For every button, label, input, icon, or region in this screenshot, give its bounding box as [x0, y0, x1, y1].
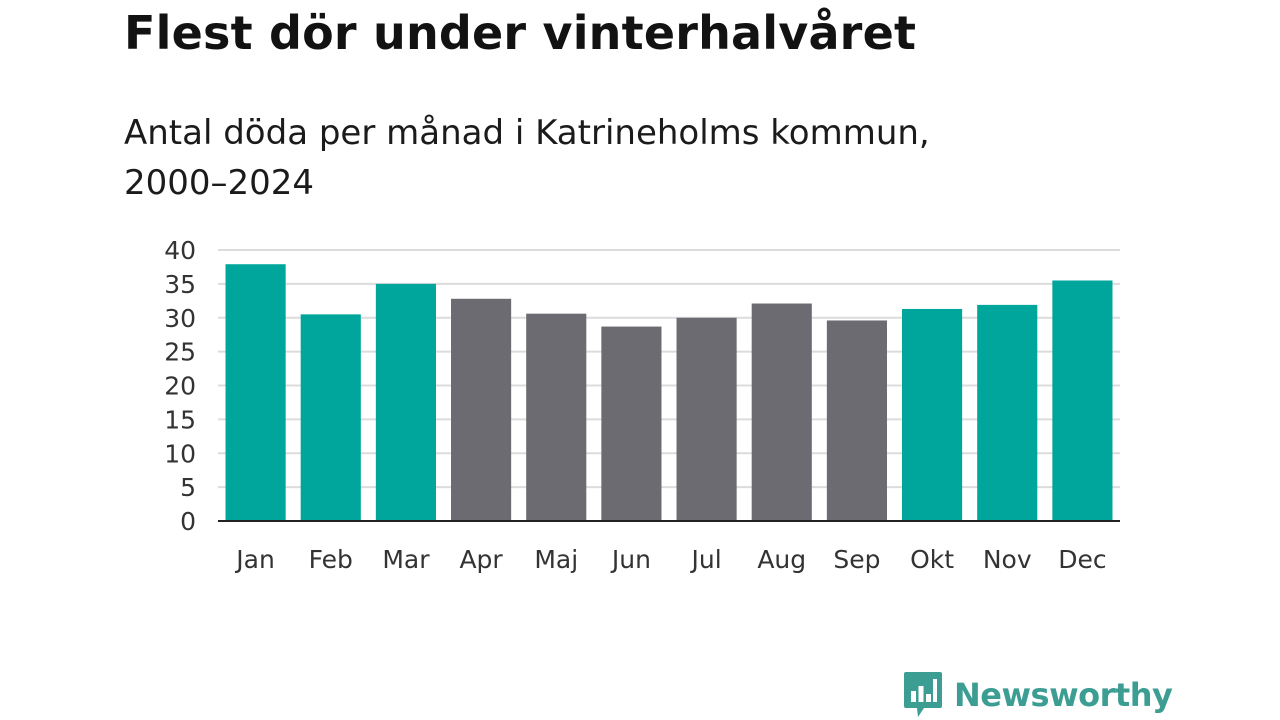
y-tick-label: 20 — [164, 372, 196, 401]
bar-jun — [601, 326, 662, 521]
bar-maj — [526, 313, 587, 521]
bar-mar — [375, 283, 436, 521]
x-tick-label: Sep — [833, 545, 880, 574]
x-axis-ticks: Jan Feb Mar Apr Maj Jun Jul Aug Sep Okt Nov Dec — [234, 545, 1106, 574]
chart-subtitle: Antal döda per månad i Katrineholms komm… — [124, 113, 930, 203]
x-tick-label: Aug — [757, 545, 806, 574]
y-tick-label: 10 — [164, 439, 196, 468]
bar-feb — [300, 314, 361, 521]
brand-name: Newsworthy — [954, 676, 1173, 714]
y-tick-label: 25 — [164, 338, 196, 367]
bar-sep — [826, 320, 887, 521]
y-tick-label: 0 — [180, 507, 196, 536]
y-tick-label: 5 — [180, 473, 196, 502]
bar-jul — [676, 317, 737, 521]
x-tick-label: Mar — [382, 545, 430, 574]
x-tick-label: Nov — [983, 545, 1032, 574]
bars — [225, 264, 1113, 521]
x-tick-label: Jun — [610, 545, 651, 574]
x-tick-label: Jan — [234, 545, 275, 574]
bar-apr — [451, 298, 512, 521]
x-tick-label: Okt — [910, 545, 954, 574]
newsworthy-chart-bubble-icon — [904, 672, 942, 717]
x-tick-label: Jul — [689, 545, 721, 574]
x-tick-label: Feb — [309, 545, 353, 574]
bar-aug — [751, 303, 812, 521]
chart-title: Flest dör under vinterhalvåret — [124, 6, 917, 60]
x-tick-label: Apr — [459, 545, 503, 574]
x-tick-label: Dec — [1058, 545, 1106, 574]
y-tick-label: 30 — [164, 304, 196, 333]
y-tick-label: 35 — [164, 270, 196, 299]
gridlines — [218, 249, 1120, 489]
y-tick-label: 15 — [164, 405, 196, 434]
newsworthy-logo: Newsworthy — [902, 670, 1173, 720]
bar-dec — [1052, 280, 1113, 521]
x-tick-label: Maj — [534, 545, 578, 574]
bar-nov — [977, 304, 1038, 521]
bar-okt — [902, 308, 963, 521]
y-axis-ticks: 0 5 10 15 20 25 30 35 40 — [164, 236, 196, 536]
bar-jan — [225, 264, 286, 521]
y-tick-label: 40 — [164, 236, 196, 265]
